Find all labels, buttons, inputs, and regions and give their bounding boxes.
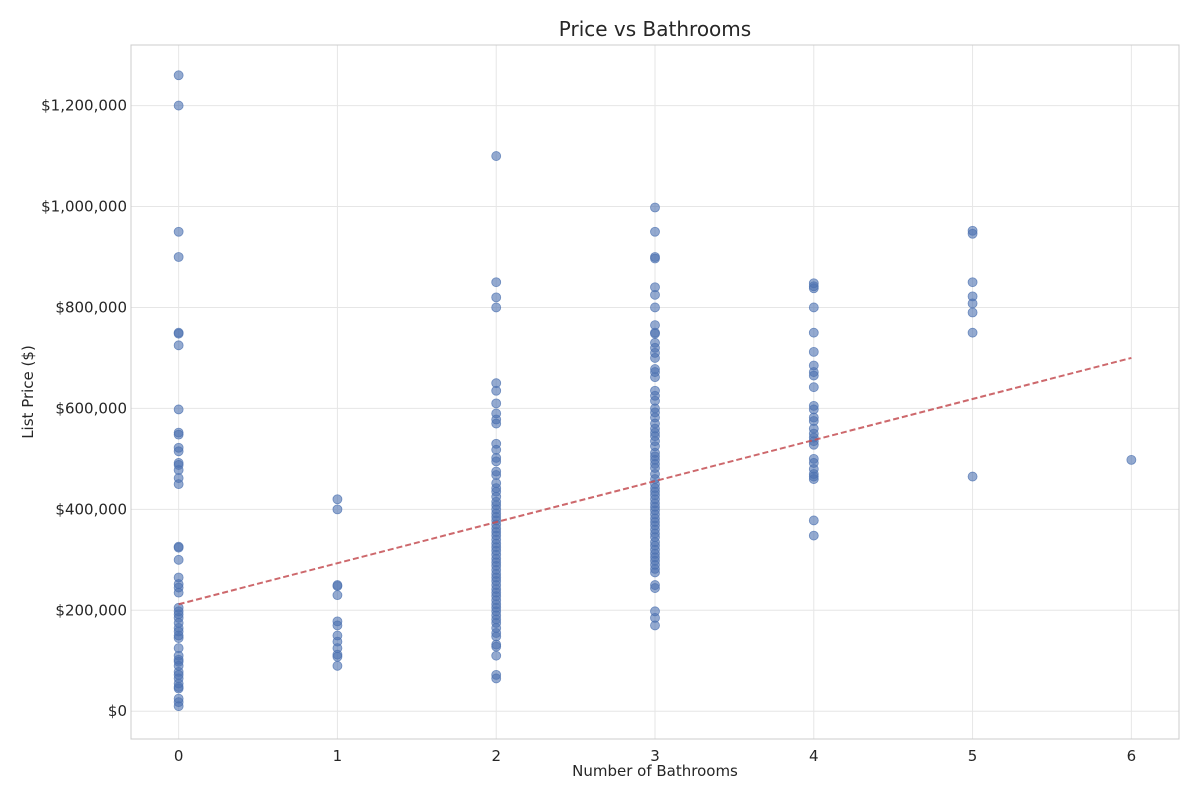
scatter-point <box>491 398 502 409</box>
scatter-point <box>491 418 502 429</box>
scatter-point <box>173 479 184 490</box>
scatter-point <box>173 683 184 694</box>
scatter-point <box>491 151 502 161</box>
scatter-point <box>650 372 660 383</box>
scatter-point <box>173 554 184 565</box>
scatter-point <box>332 494 343 505</box>
scatter-point <box>491 292 502 303</box>
chart-title: Price vs Bathrooms <box>559 17 751 41</box>
scatter-point <box>173 340 184 351</box>
scatter-point <box>808 302 819 313</box>
scatter-point <box>173 701 184 712</box>
scatter-point <box>808 346 819 357</box>
scatter-point <box>491 650 502 661</box>
scatter-point <box>650 353 660 363</box>
y-tick-label: $1,000,000 <box>41 198 127 216</box>
scatter-point <box>650 328 660 339</box>
scatter-point <box>332 660 343 671</box>
scatter-point <box>491 673 502 684</box>
scatter-point <box>808 404 819 415</box>
scatter-point <box>173 252 184 262</box>
scatter-point <box>808 515 819 526</box>
y-tick-label: $1,200,000 <box>41 97 127 115</box>
scatter-point <box>173 465 184 475</box>
scatter-point <box>650 289 660 300</box>
x-axis-label: Number of Bathrooms <box>572 762 738 780</box>
scatter-point <box>967 471 978 482</box>
trend-line-layer <box>178 356 1132 606</box>
scatter-point <box>173 226 184 237</box>
scatter-point <box>808 439 819 450</box>
plot-frame <box>130 44 1180 740</box>
x-tick-label: 3 <box>650 747 660 765</box>
scatter-point <box>491 641 502 652</box>
scatter-point <box>491 302 502 313</box>
scatter-point <box>173 587 184 598</box>
scatter-point <box>967 298 978 309</box>
scatter-point <box>808 370 819 381</box>
scatter-point <box>808 474 819 484</box>
data-points <box>173 70 1137 712</box>
scatter-point <box>808 530 819 541</box>
trend-line <box>178 356 1132 606</box>
scatter-point <box>808 382 819 393</box>
scatter-point <box>491 385 502 396</box>
scatter-point <box>173 446 184 457</box>
scatter-point <box>332 620 343 631</box>
x-tick-label: 5 <box>968 747 978 765</box>
scatter-point <box>967 228 978 239</box>
scatter-point <box>332 504 343 515</box>
scatter-point <box>173 328 184 339</box>
scatter-point <box>173 633 184 643</box>
scatter-point <box>808 283 819 294</box>
scatter-point <box>808 327 819 338</box>
scatter-point <box>173 100 184 111</box>
y-tick-label: $800,000 <box>55 298 127 316</box>
scatter-point <box>650 226 660 237</box>
scatter-point <box>650 202 660 213</box>
x-tick-label: 2 <box>491 747 501 765</box>
scatter-point <box>491 444 502 455</box>
scatter-point <box>650 302 660 313</box>
scatter-point <box>332 581 343 591</box>
x-tick-label: 0 <box>174 747 184 765</box>
scatter-point <box>173 542 184 553</box>
y-axis-ticks: $0 $200,000 $400,000 $600,000 $800,000 $1,000… <box>41 97 127 721</box>
x-tick-label: 1 <box>333 747 343 765</box>
y-tick-label: $0 <box>108 702 127 720</box>
scatter-point <box>650 567 660 578</box>
scatter-point <box>1126 454 1137 465</box>
scatter-point <box>491 631 502 642</box>
y-axis-label: List Price ($) <box>19 345 37 439</box>
scatter-point <box>173 70 184 81</box>
scatter-point <box>967 307 978 318</box>
scatter-point <box>491 456 502 467</box>
scatter-point <box>967 277 978 288</box>
y-tick-label: $400,000 <box>55 500 127 518</box>
scatter-point <box>332 651 343 662</box>
y-tick-label: $200,000 <box>55 601 127 619</box>
scatter-point <box>650 620 660 631</box>
scatter-point <box>173 429 184 440</box>
scatter-point <box>650 253 660 264</box>
scatter-point <box>650 583 660 593</box>
scatter-point <box>491 470 502 480</box>
x-axis-ticks: 0 1 2 3 4 5 6 <box>174 747 1136 765</box>
scatter-point <box>967 327 978 338</box>
y-tick-label: $600,000 <box>55 399 127 417</box>
x-tick-label: 4 <box>809 747 819 765</box>
scatter-point <box>332 590 343 601</box>
scatter-point <box>173 404 184 415</box>
x-tick-label: 6 <box>1127 747 1137 765</box>
scatter-point <box>491 277 502 288</box>
